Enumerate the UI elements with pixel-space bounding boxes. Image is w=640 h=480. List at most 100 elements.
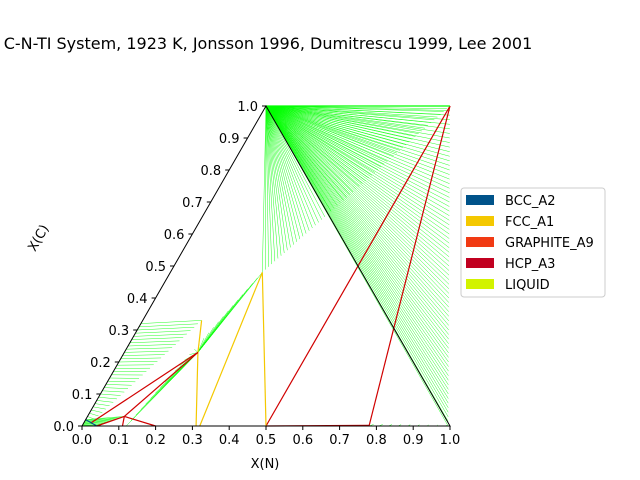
legend-swatch [466,216,494,226]
tie-line [84,419,117,422]
tie-line [265,105,450,239]
tie-line [265,105,449,354]
tie-line [124,350,169,353]
tie-line [137,326,195,331]
tie-line [265,105,450,111]
y-tick-label: 0.9 [219,132,240,147]
tie-line [125,352,199,427]
tie-line [265,105,294,245]
tie-line [265,105,297,242]
tie-line [265,105,301,240]
tie-line [265,105,449,381]
tie-line [83,420,111,424]
tie-line [265,105,449,417]
tie-line [265,105,450,299]
legend-box [460,187,606,298]
boundary-right-edge [368,105,451,427]
tie-line [265,105,449,399]
x-tick-label: 0.0 [72,433,93,448]
tie-line [122,354,165,356]
boundary-fcc-small [197,320,203,353]
tie-line [265,105,450,235]
tie-line [265,105,276,262]
tie-line [83,421,108,424]
x-tick-label: 0.1 [108,433,129,448]
tie-line [96,400,114,403]
tie-line [265,105,450,226]
tie-line [265,105,422,132]
tie-line [265,105,450,116]
tie-line [265,105,450,244]
tie-line-fan-ti-corner [82,416,125,427]
y-tick-label: 0.6 [164,228,185,243]
tie-line [265,105,326,218]
tie-line [265,105,450,285]
tie-line [265,105,450,276]
tie-line [92,406,106,410]
tie-line [265,105,449,390]
tie-line [265,105,450,120]
tie-line [265,105,450,125]
tie-line [120,357,162,360]
tie-line [265,105,449,404]
tie-line [135,330,191,334]
tie-line [265,105,450,312]
tie-line [127,344,176,347]
tie-line [265,105,450,303]
tie-line [265,105,449,367]
tie-line [265,105,450,267]
tie-line [265,105,450,134]
legend-label: LIQUID [505,278,550,293]
tie-line [104,387,129,389]
tie-line [265,105,313,229]
tie-line [265,105,450,271]
tie-line [265,105,450,203]
tie-line [197,338,205,353]
tie-line [265,105,450,130]
tie-line [265,105,450,175]
tie-line [102,390,125,393]
tie-line [91,409,103,413]
x-tick-label: 0.9 [403,433,424,448]
x-tick-label: 0.2 [145,433,166,448]
y-tick-label: 0.1 [72,388,93,403]
tie-line [131,337,184,340]
x-tick-label: 0.7 [329,433,350,448]
tie-line [265,105,450,230]
y-tick-label: 1.0 [237,100,258,115]
tie-line [265,105,450,152]
plot-area: 0.0 0.1 0.2 0.3 0.4 0.5 0.6 0.7 0.8 0.9 1.0 0.0 0.1 0… [53,100,460,448]
tie-line [262,105,267,273]
tie-line [265,105,316,226]
tie-line [265,105,450,221]
tie-line [98,396,117,400]
y-tick-label: 0.7 [182,196,203,211]
tie-line [265,105,450,157]
tie-line [89,412,99,417]
tie-line [85,416,125,420]
tie-line [126,347,173,350]
y-tick-label: 0.3 [109,324,130,339]
boundary-hcp-upper [123,351,199,417]
tie-line [265,105,450,308]
boundary-fcc-left [261,272,267,427]
tie-line-fan-left-edge [85,320,202,424]
y-axis-label: X(C) [25,222,52,254]
tie-line [265,105,449,335]
tie-line [265,105,449,413]
tie-line [265,105,449,317]
tie-line-fan-lower [125,272,263,427]
tie-line [265,105,450,189]
tie-line [265,105,449,340]
tie-line [265,105,450,143]
tie-line [265,105,449,322]
x-tick-label: 0.4 [219,433,240,448]
boundary-fcc-inner [199,272,263,427]
tie-line [265,105,450,212]
tie-line [265,105,450,162]
tie-line [265,105,450,290]
tie-line [265,105,450,262]
boundary-hcp-edge [90,351,199,424]
tie-line [265,105,450,184]
tie-line [265,105,288,251]
